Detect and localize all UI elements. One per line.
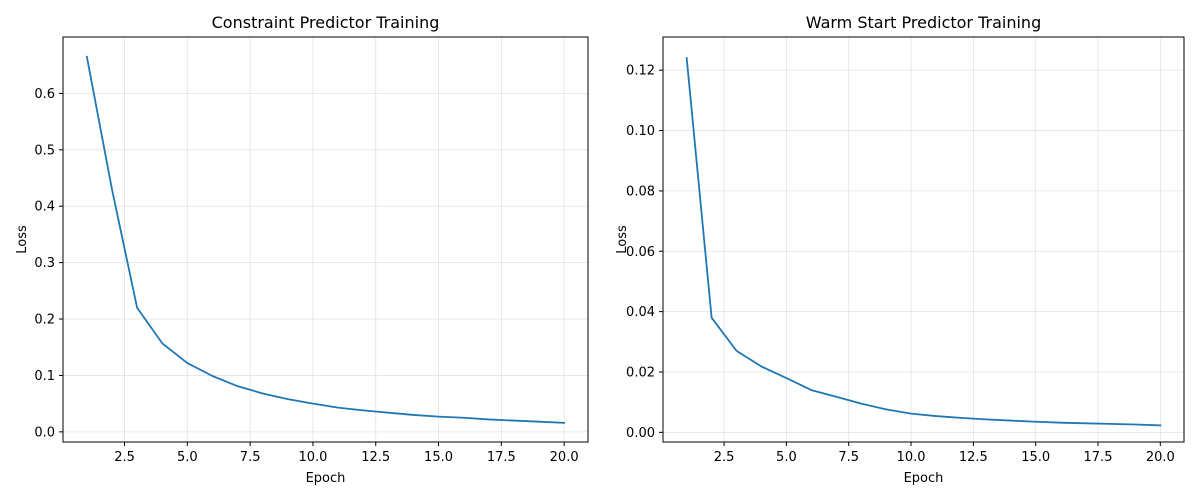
y-tick-label: 0.00 xyxy=(626,426,655,441)
x-tick-label: 12.5 xyxy=(959,450,988,465)
x-tick-label: 15.0 xyxy=(424,450,453,465)
chart-title: Constraint Predictor Training xyxy=(212,13,440,32)
y-tick-label: 0.6 xyxy=(34,87,55,102)
y-tick-label: 0.04 xyxy=(626,305,655,320)
x-axis: 2.5 5.0 7.5 10.0 12.5 15.0 17.5 20.0 xyxy=(114,442,579,465)
x-tick-label: 5.0 xyxy=(177,450,198,465)
y-tick-label: 0.4 xyxy=(34,200,55,215)
chart-title: Warm Start Predictor Training xyxy=(806,13,1041,32)
x-tick-label: 10.0 xyxy=(897,450,926,465)
warm-start-predictor-chart: 2.5 5.0 7.5 10.0 12.5 15.0 17.5 20.00.000.020.0… xyxy=(615,13,1185,486)
x-tick-label: 17.5 xyxy=(1084,450,1113,465)
x-tick-label: 20.0 xyxy=(550,450,579,465)
x-tick-label: 10.0 xyxy=(298,450,327,465)
grid xyxy=(63,37,588,442)
y-axis: 0.00 0.02 0.04 0.06 0.08 0.10 0.12 xyxy=(626,64,663,441)
y-tick-label: 0.06 xyxy=(626,245,655,260)
y-tick-label: 0.08 xyxy=(626,184,655,199)
x-axis-label: Epoch xyxy=(904,471,944,486)
x-tick-label: 7.5 xyxy=(240,450,261,465)
x-tick-label: 7.5 xyxy=(838,450,859,465)
loss-line xyxy=(85,55,566,424)
y-axis: 0.0 0.1 0.2 0.3 0.4 0.5 0.6 xyxy=(34,87,63,440)
x-tick-label: 20.0 xyxy=(1146,450,1175,465)
x-tick-label: 12.5 xyxy=(361,450,390,465)
y-tick-label: 0.02 xyxy=(626,365,655,380)
loss-line xyxy=(685,57,1162,427)
y-tick-label: 0.10 xyxy=(626,124,655,139)
y-tick-label: 0.3 xyxy=(34,256,55,271)
x-tick-label: 17.5 xyxy=(487,450,516,465)
y-tick-label: 0.5 xyxy=(34,143,55,158)
x-tick-label: 2.5 xyxy=(714,450,735,465)
y-tick-label: 0.0 xyxy=(34,425,55,440)
x-tick-label: 2.5 xyxy=(114,450,135,465)
y-tick-label: 0.12 xyxy=(626,64,655,79)
plot-frame xyxy=(62,36,589,443)
y-tick-label: 0.2 xyxy=(34,313,55,328)
plot-frame xyxy=(662,36,1185,443)
x-axis-label: Epoch xyxy=(306,471,346,486)
y-axis-label: Loss xyxy=(15,225,30,254)
y-axis-label: Loss xyxy=(615,225,630,254)
x-tick-label: 5.0 xyxy=(776,450,797,465)
y-tick-label: 0.1 xyxy=(34,369,55,384)
x-axis: 2.5 5.0 7.5 10.0 12.5 15.0 17.5 20.0 xyxy=(714,442,1175,465)
grid xyxy=(663,37,1184,442)
constraint-predictor-chart: 2.5 5.0 7.5 10.0 12.5 15.0 17.5 20.00.00.10.20.… xyxy=(15,13,589,486)
x-tick-label: 15.0 xyxy=(1021,450,1050,465)
